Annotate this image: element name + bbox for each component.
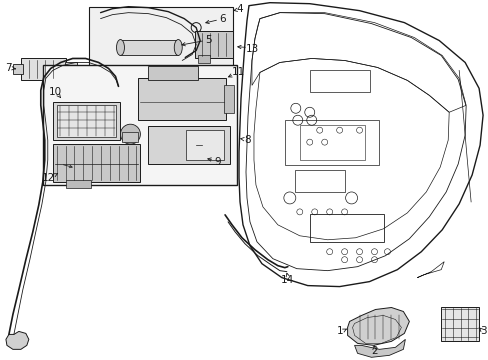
Text: 12: 12 (42, 173, 55, 183)
Bar (57, 105, 116, 137)
Polygon shape (354, 339, 405, 357)
Text: 10: 10 (49, 87, 62, 97)
Text: 6: 6 (218, 14, 225, 24)
Bar (53, 102, 120, 140)
Circle shape (120, 124, 140, 144)
Bar (195, 31, 233, 58)
Bar (122, 132, 138, 142)
Text: 13: 13 (245, 44, 258, 54)
Bar (285, 120, 379, 165)
Bar (120, 40, 178, 55)
Text: 14: 14 (281, 275, 294, 285)
Text: 11: 11 (231, 67, 244, 77)
Bar (148, 126, 229, 164)
Bar (64, 62, 77, 76)
Bar (138, 78, 225, 120)
Bar (13, 64, 23, 75)
Ellipse shape (174, 40, 182, 55)
Text: 1: 1 (336, 327, 342, 336)
Bar (88, 7, 233, 68)
Bar (309, 71, 369, 92)
Bar (42, 66, 237, 185)
Bar (21, 58, 65, 80)
Polygon shape (347, 307, 408, 345)
Bar (148, 67, 198, 80)
Ellipse shape (116, 40, 124, 55)
Bar (198, 55, 210, 63)
Text: 7: 7 (5, 63, 12, 73)
Text: 4: 4 (236, 4, 243, 14)
Text: 5: 5 (204, 35, 211, 45)
Text: 8: 8 (244, 135, 251, 145)
Polygon shape (6, 332, 29, 349)
Bar (309, 214, 384, 242)
Text: 9: 9 (214, 157, 221, 167)
Text: 2: 2 (370, 346, 377, 356)
Bar (53, 144, 140, 182)
Bar (299, 125, 364, 160)
Bar (186, 130, 224, 160)
Bar (294, 170, 344, 192)
Bar (440, 306, 478, 341)
Text: 3: 3 (479, 327, 486, 336)
Bar (224, 85, 234, 113)
Bar (65, 180, 90, 188)
